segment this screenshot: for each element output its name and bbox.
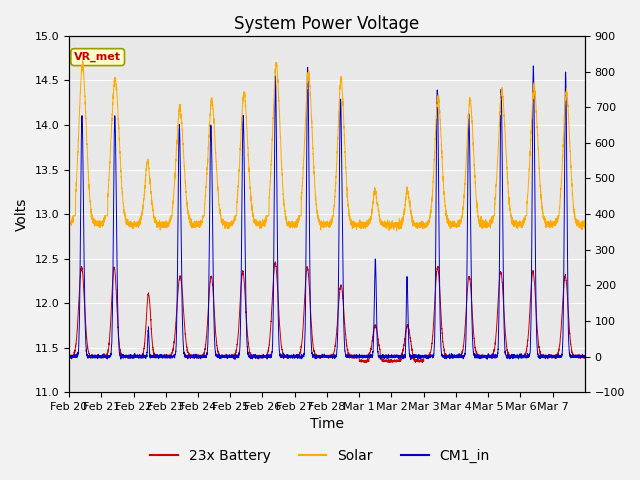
Text: VR_met: VR_met <box>74 52 121 62</box>
Title: System Power Voltage: System Power Voltage <box>234 15 420 33</box>
Legend: 23x Battery, Solar, CM1_in: 23x Battery, Solar, CM1_in <box>145 443 495 468</box>
X-axis label: Time: Time <box>310 418 344 432</box>
Y-axis label: Volts: Volts <box>15 197 29 231</box>
